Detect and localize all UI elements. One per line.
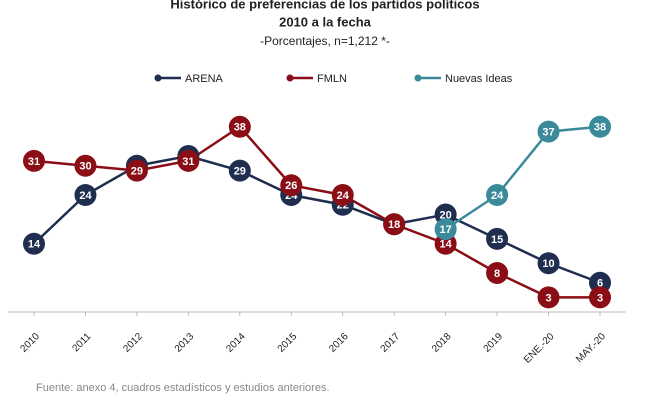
legend-label: Nuevas Ideas xyxy=(445,73,513,85)
x-tick-label: ENE.-20 xyxy=(522,331,557,366)
series-line xyxy=(444,125,601,231)
data-point xyxy=(434,218,457,241)
data-label: 15 xyxy=(491,234,503,246)
data-label: 37 xyxy=(542,127,554,139)
chart-title: Histórico de preferencias de los partido… xyxy=(170,0,479,11)
data-label: 6 xyxy=(597,278,603,290)
data-point xyxy=(125,159,148,182)
legend-label: FMLN xyxy=(317,73,347,85)
data-label: 31 xyxy=(28,156,40,168)
data-point xyxy=(486,227,509,250)
series-line xyxy=(33,154,601,284)
data-label: 26 xyxy=(285,180,297,192)
data-point xyxy=(486,184,509,206)
data-label: 24 xyxy=(337,190,350,202)
data-label: 38 xyxy=(234,122,246,134)
data-point xyxy=(589,115,611,138)
data-label: 17 xyxy=(440,224,452,236)
data-label: 18 xyxy=(388,219,400,231)
data-point xyxy=(589,286,611,309)
x-tick-label: 2011 xyxy=(70,331,93,354)
x-tick-label: 2012 xyxy=(121,331,145,355)
data-label: 24 xyxy=(79,190,92,202)
data-label: 14 xyxy=(440,239,453,251)
data-point xyxy=(537,252,560,275)
x-tick-label: 2013 xyxy=(173,331,197,355)
data-label: 3 xyxy=(597,292,603,304)
x-tick-label: 2014 xyxy=(224,331,248,355)
data-point xyxy=(537,120,560,143)
data-point xyxy=(486,262,509,284)
legend-label: ARENA xyxy=(185,73,224,85)
data-label: 8 xyxy=(494,268,500,280)
data-label: 38 xyxy=(594,122,606,134)
data-point xyxy=(177,149,200,172)
data-point xyxy=(383,213,406,236)
data-label: 29 xyxy=(234,166,246,178)
data-label: 10 xyxy=(542,258,554,270)
x-tick-label: 2010 xyxy=(18,331,42,355)
data-point xyxy=(228,115,251,138)
chart-subtitle: 2010 a la fecha xyxy=(279,14,372,29)
data-point xyxy=(228,159,251,182)
data-point xyxy=(74,184,97,206)
data-point xyxy=(23,232,45,255)
legend-marker xyxy=(286,74,294,82)
x-tick-label: 2019 xyxy=(482,331,506,355)
data-label: 30 xyxy=(79,161,91,173)
data-label: 29 xyxy=(131,166,143,178)
x-tick-label: MAY.-20 xyxy=(574,331,608,365)
chart-note: -Porcentajes, n=1,212 *- xyxy=(260,34,390,48)
data-label: 31 xyxy=(182,156,194,168)
data-point xyxy=(331,184,354,206)
x-tick-label: 2016 xyxy=(327,331,351,355)
data-point xyxy=(537,286,560,309)
data-label: 24 xyxy=(491,190,504,202)
data-point xyxy=(74,154,97,177)
source-note: Fuente: anexo 4, cuadros estadísticos y … xyxy=(36,382,330,394)
data-point xyxy=(23,149,45,172)
series-line xyxy=(33,125,600,299)
legend-marker xyxy=(414,74,422,82)
x-tick-label: 2017 xyxy=(379,331,403,355)
data-label: 14 xyxy=(28,239,41,251)
x-tick-label: 2018 xyxy=(430,331,454,355)
data-point xyxy=(280,174,303,197)
legend-marker xyxy=(154,74,162,82)
data-label: 3 xyxy=(545,292,551,304)
data-label: 20 xyxy=(440,209,452,221)
x-tick-label: 2015 xyxy=(276,331,300,355)
